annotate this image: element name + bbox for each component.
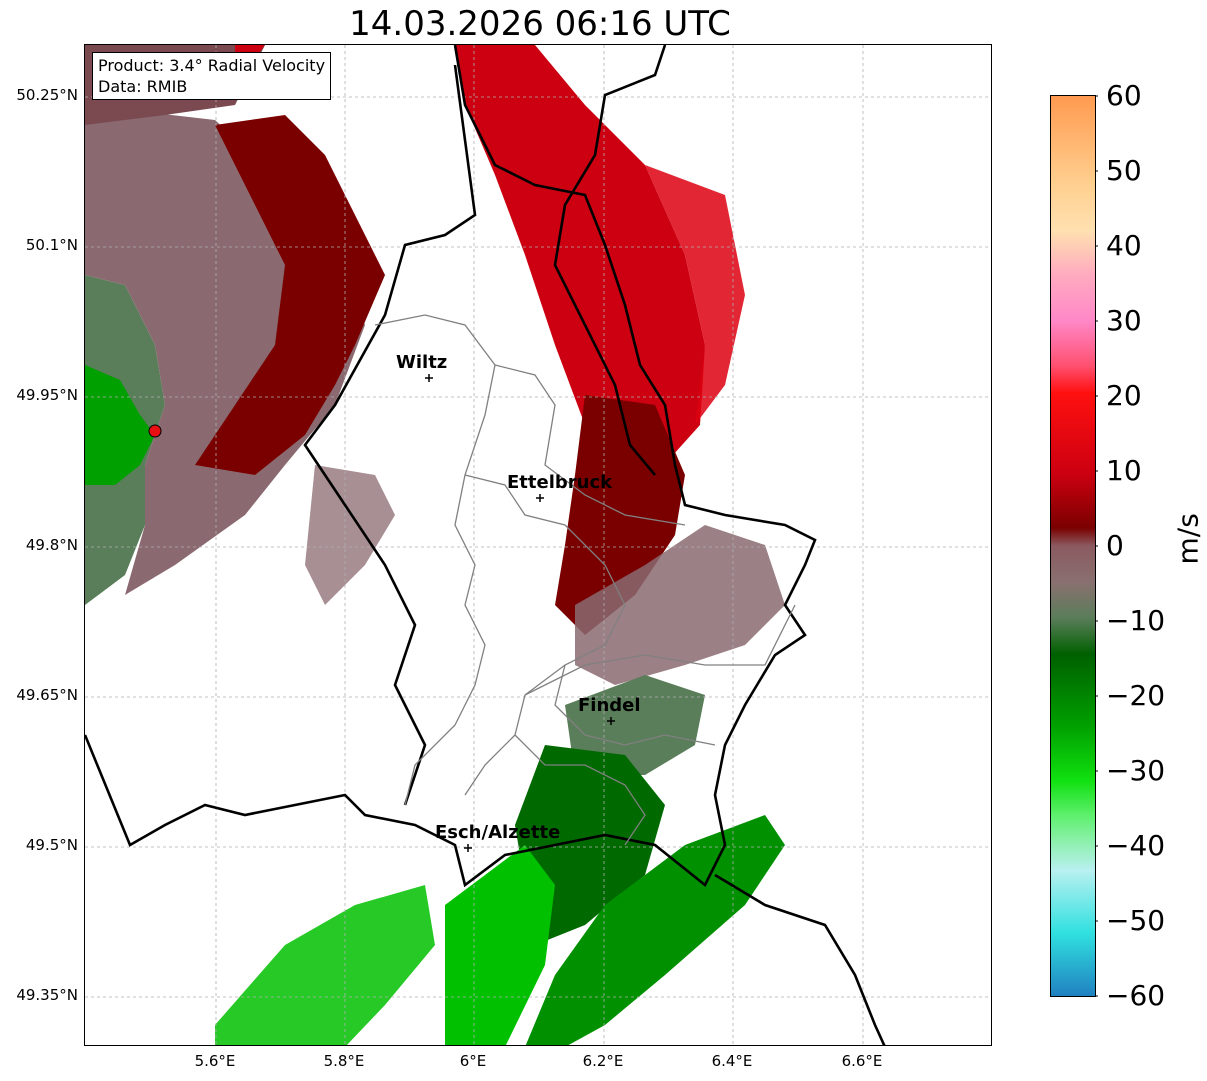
lat-label: 50.1°N	[25, 236, 78, 254]
lon-label: 6.4°E	[711, 1052, 753, 1070]
radar-map[interactable]	[84, 44, 992, 1046]
lat-label: 49.95°N	[16, 386, 78, 404]
colorbar-tick-label: −30	[1106, 754, 1166, 787]
colorbar-unit-label: m/s	[1171, 513, 1205, 565]
colorbar-tick-label: −20	[1106, 679, 1166, 712]
colorbar-tick-label: 50	[1106, 154, 1142, 187]
colorbar	[1050, 95, 1098, 997]
colorbar-tick-label: 0	[1106, 529, 1124, 562]
lat-label: 49.35°N	[16, 986, 78, 1004]
lon-label: 5.6°E	[194, 1052, 236, 1070]
lat-label: 49.65°N	[16, 686, 78, 704]
echo-east-band-dark	[555, 395, 685, 635]
lon-label: 6°E	[459, 1052, 487, 1070]
echo-west-core	[85, 365, 155, 485]
city-markers	[425, 374, 615, 852]
colorbar-tick-label: 30	[1106, 304, 1142, 337]
echo-south-east	[525, 815, 785, 1045]
lon-label: 6.2°E	[582, 1052, 624, 1070]
colorbar-tick-label: 60	[1106, 79, 1142, 112]
lon-label: 6.6°E	[841, 1052, 883, 1070]
radar-site-marker	[148, 424, 162, 438]
product-info-box: Product: 3.4° Radial Velocity Data: RMIB	[92, 52, 332, 100]
colorbar-tick-label: −40	[1106, 829, 1166, 862]
echo-west-outbound	[195, 115, 385, 475]
city-label-findel: Findel	[578, 695, 641, 716]
echo-south-strong	[445, 845, 555, 1045]
lon-label: 5.8°E	[323, 1052, 365, 1070]
colorbar-tick-label: −10	[1106, 604, 1166, 637]
product-label: Product: 3.4° Radial Velocity	[98, 56, 326, 75]
colorbar-tick-label: −50	[1106, 904, 1166, 937]
city-label-esch-alzette: Esch/Alzette	[435, 822, 561, 843]
radar-velocity-layer	[85, 45, 991, 1045]
echo-east-band-strong	[455, 45, 705, 485]
colorbar-tick-label: 40	[1106, 229, 1142, 262]
city-label-ettelbruck: Ettelbruck	[507, 472, 613, 493]
echo-east-band-red2	[645, 165, 745, 425]
colorbar-tick-label: −60	[1106, 979, 1166, 1012]
lat-label: 49.5°N	[25, 836, 78, 854]
map-title: 14.03.2026 06:16 UTC	[349, 4, 731, 44]
echo-east-grey	[575, 525, 785, 685]
echo-south-west	[215, 885, 435, 1045]
canton-borders	[374, 314, 796, 846]
colorbar-tick-label: 20	[1106, 379, 1142, 412]
country-borders	[85, 45, 886, 1045]
colorbar-tick-label: 10	[1106, 454, 1142, 487]
lat-label: 50.25°N	[16, 86, 78, 104]
echo-mid-grey	[305, 465, 395, 605]
data-source-label: Data: RMIB	[98, 77, 188, 96]
echo-east-inbound-weak	[565, 675, 705, 775]
gridlines	[85, 45, 991, 1045]
lat-label: 49.8°N	[25, 536, 78, 554]
city-label-wiltz: Wiltz	[396, 352, 448, 373]
